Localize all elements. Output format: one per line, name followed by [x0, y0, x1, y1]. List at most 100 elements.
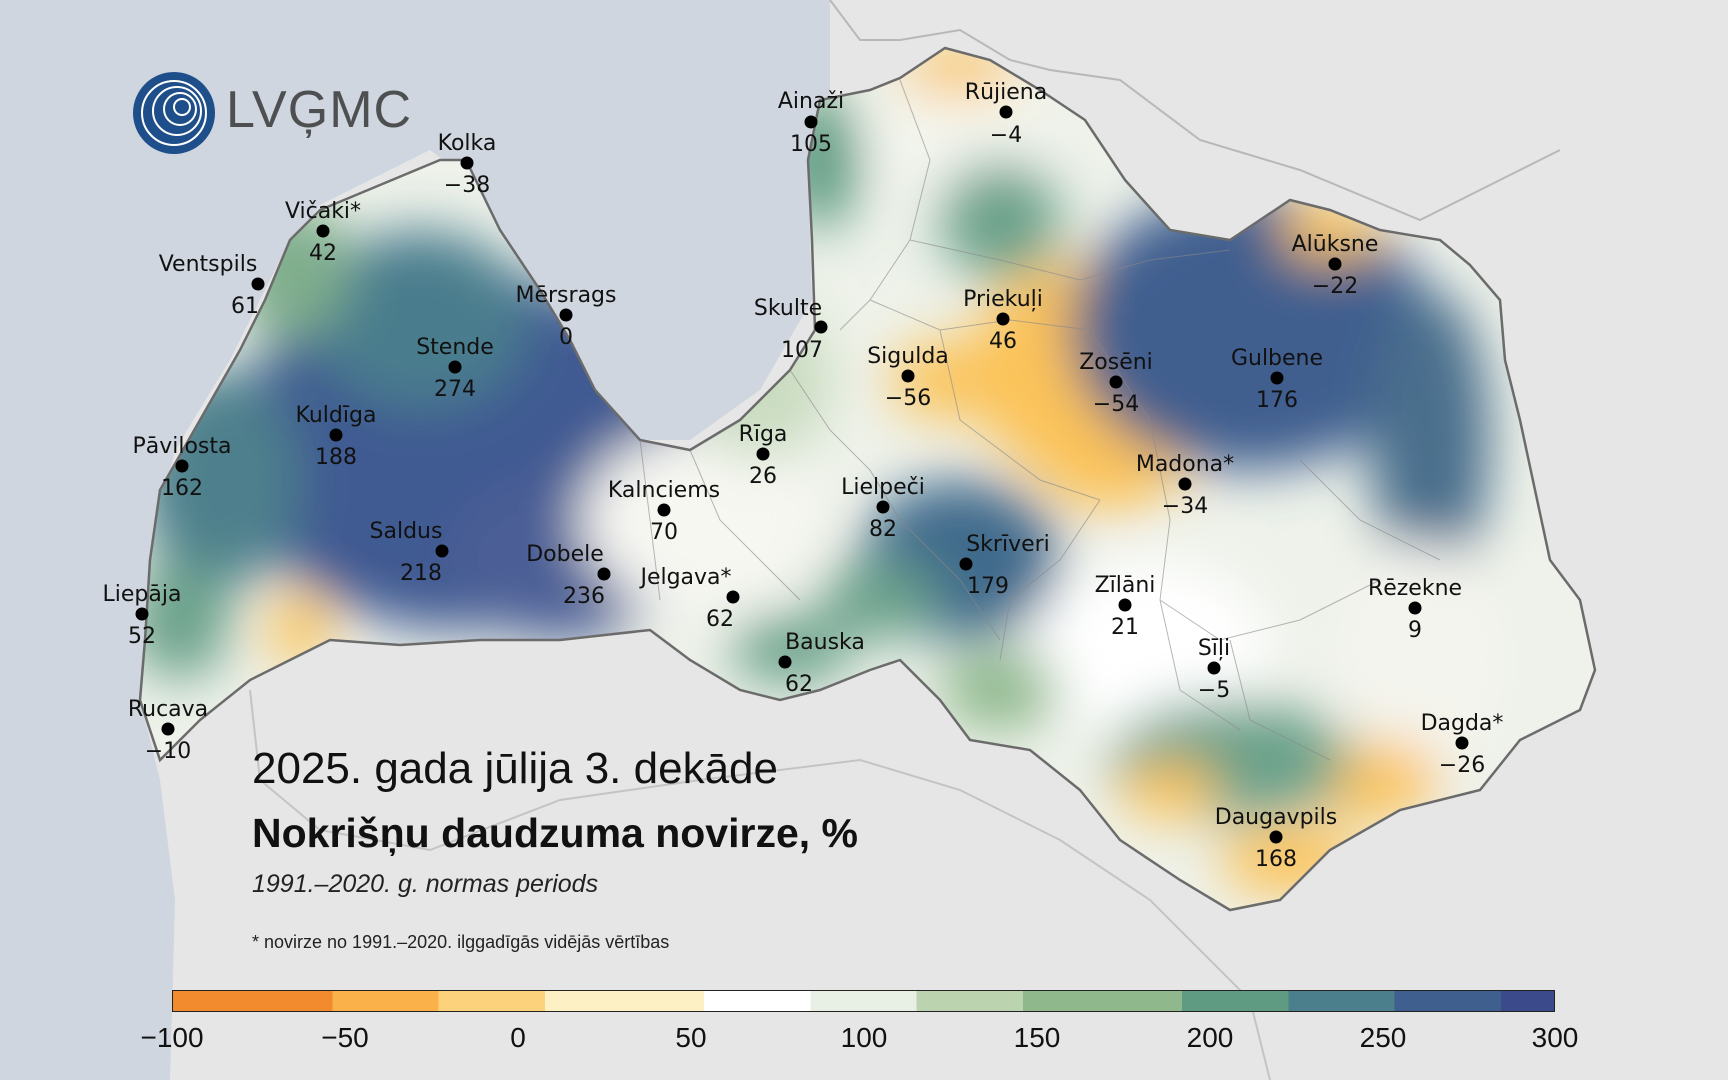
station-name: Alūksne	[1292, 232, 1379, 257]
station-name: Zosēni	[1079, 350, 1153, 375]
station-value: −56	[885, 386, 931, 411]
station-name: Pāvilosta	[132, 434, 231, 459]
station-dot	[161, 722, 175, 736]
station-dot	[1178, 477, 1192, 491]
station-name: Rīga	[739, 422, 788, 447]
station-name: Priekuļi	[963, 287, 1043, 312]
legend-tick: 50	[675, 1022, 707, 1053]
station-name: Dobele	[526, 542, 604, 567]
station-name: Dagda*	[1421, 711, 1504, 736]
station-value: 168	[1255, 847, 1297, 872]
station-name: Liepāja	[103, 582, 182, 607]
station-name: Kalnciems	[608, 478, 720, 503]
station-dot	[814, 320, 828, 334]
station-value: 274	[434, 377, 476, 402]
station-value: 218	[400, 561, 442, 586]
station-value: −38	[444, 173, 490, 198]
legend-colorbar	[172, 990, 1555, 1012]
legend-tick: 100	[840, 1022, 888, 1053]
station-name: Sīļi	[1198, 636, 1230, 661]
station-name: Vičaki*	[285, 199, 361, 224]
station-value: 188	[315, 445, 357, 470]
station-name: Rūjiena	[965, 80, 1047, 105]
station-markers	[135, 105, 1469, 844]
station-dot	[175, 459, 189, 473]
station-name: Lielpeči	[841, 475, 925, 500]
station-value: 82	[869, 517, 897, 542]
station-value: −4	[990, 123, 1022, 148]
station-name: Rucava	[128, 697, 208, 722]
station-value: 9	[1408, 618, 1422, 643]
station-value: 62	[785, 672, 813, 697]
station-name: Mērsrags	[516, 283, 617, 308]
station-value: −5	[1198, 678, 1230, 703]
station-name: Skrīveri	[966, 532, 1050, 557]
station-name: Zīlāni	[1095, 573, 1156, 598]
station-value: 26	[749, 464, 777, 489]
station-dot	[1455, 736, 1469, 750]
legend-tick: 200	[1186, 1022, 1234, 1053]
station-name: Stende	[416, 335, 494, 360]
station-labels: Ainaži 105 Rūjiena −4 Kolka −38 Vičaki* …	[103, 80, 1504, 872]
station-value: −22	[1312, 274, 1358, 299]
station-dot	[597, 567, 611, 581]
station-name: Saldus	[370, 519, 443, 544]
station-value: 52	[128, 624, 156, 649]
station-name: Sigulda	[867, 344, 949, 369]
sea	[0, 0, 830, 1080]
legend-tick: −50	[321, 1022, 369, 1053]
lithuania-border	[249, 689, 1271, 1080]
station-name: Skulte	[754, 296, 822, 321]
station-value: 21	[1111, 615, 1139, 640]
station-dot	[1270, 371, 1284, 385]
station-name: Kolka	[438, 131, 497, 156]
station-dot	[876, 500, 890, 514]
station-dot	[1408, 601, 1422, 615]
station-dot	[435, 544, 449, 558]
station-value: 70	[650, 520, 678, 545]
station-name: Ainaži	[778, 89, 844, 114]
station-value: 42	[309, 241, 337, 266]
station-value: −34	[1162, 494, 1208, 519]
station-dot	[999, 105, 1013, 119]
station-dot	[726, 590, 740, 604]
station-value: 162	[161, 476, 203, 501]
station-name: Daugavpils	[1215, 805, 1337, 830]
lvgmc-logo-icon	[133, 72, 215, 154]
station-value: 61	[231, 294, 259, 319]
station-dot	[901, 369, 915, 383]
station-name: Madona*	[1136, 452, 1234, 477]
station-dot	[778, 655, 792, 669]
estonia-border	[829, 0, 1561, 222]
station-dot	[329, 428, 343, 442]
station-value: 0	[559, 325, 573, 350]
station-value: −54	[1093, 392, 1139, 417]
station-dot	[804, 115, 818, 129]
station-dot	[996, 312, 1010, 326]
footnote: * novirze no 1991.–2020. ilggadīgās vidē…	[252, 932, 670, 952]
station-dot	[251, 277, 265, 291]
station-value: 179	[967, 574, 1009, 599]
station-value: 176	[1256, 388, 1298, 413]
lvgmc-logo: LVĢMC	[131, 70, 421, 156]
station-dot	[756, 447, 770, 461]
legend-tick: −100	[140, 1022, 204, 1053]
logo-text: LVĢMC	[226, 81, 413, 139]
station-name: Gulbene	[1231, 346, 1323, 371]
station-dot	[1269, 830, 1283, 844]
station-dot	[559, 308, 573, 322]
legend-tick: 250	[1359, 1022, 1407, 1053]
station-dot	[135, 607, 149, 621]
station-value: −10	[145, 739, 191, 764]
station-dot	[959, 557, 973, 571]
station-dot	[1207, 661, 1221, 675]
map-title-main: Nokrišņu daudzuma novirze, %	[252, 810, 858, 856]
station-value: 236	[563, 584, 605, 609]
station-dot	[460, 156, 474, 170]
map-subtitle: 1991.–2020. g. normas periods	[252, 870, 599, 898]
station-name: Bauska	[785, 630, 865, 655]
station-dot	[657, 503, 671, 517]
station-dot	[1109, 375, 1123, 389]
station-value: 105	[790, 132, 832, 157]
